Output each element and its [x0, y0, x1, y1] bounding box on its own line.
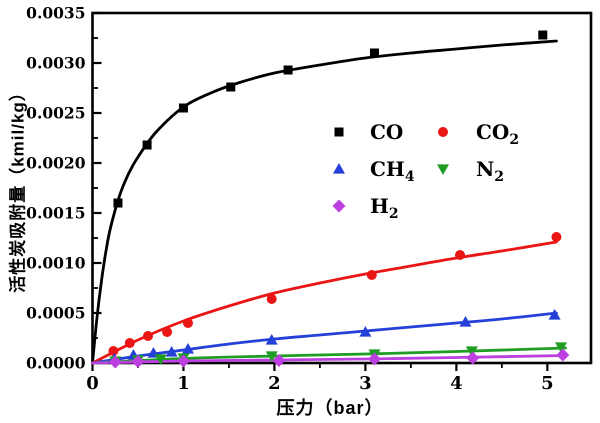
series-H2-marker	[556, 348, 570, 362]
series-H2-marker	[176, 354, 190, 368]
y-tick-label: 0.0000	[26, 354, 86, 373]
series-CO2-marker	[124, 338, 135, 348]
series-CO2-marker	[108, 346, 119, 356]
series-CH4-marker	[165, 346, 178, 357]
y-tick-label: 0.0030	[26, 54, 86, 73]
series-CO2-marker	[162, 327, 173, 337]
legend-marker-CH4	[333, 163, 345, 174]
y-tick-label: 0.0035	[26, 4, 85, 23]
legend-marker-CO	[334, 127, 344, 137]
y-tick-label: 0.0005	[26, 304, 85, 323]
series-N2-marker	[265, 351, 278, 362]
series-CO-marker	[283, 65, 293, 75]
series-CO-marker	[538, 30, 548, 40]
legend-label-N2: N2	[476, 157, 504, 185]
legend-marker-N2	[437, 164, 449, 175]
y-tick-label: 0.0010	[26, 254, 86, 273]
x-tick-label: 0	[86, 373, 99, 394]
x-tick-label: 1	[177, 373, 190, 394]
y-tick-label: 0.0015	[26, 204, 85, 223]
series-N2-marker	[154, 354, 167, 365]
series-CO2-fit-curve	[91, 240, 558, 365]
series-CO-marker	[178, 103, 188, 113]
x-axis-label: 压力（bar）	[276, 398, 384, 418]
legend-label-CO: CO	[370, 120, 403, 144]
series-CO-marker	[113, 198, 123, 208]
series-CO2-marker	[366, 270, 377, 280]
series-CO2-marker	[455, 250, 466, 260]
series-CO-marker	[226, 82, 236, 92]
legend-label-H2: H2	[370, 194, 399, 222]
series-CO2-marker	[183, 318, 194, 328]
x-tick-label: 2	[268, 373, 281, 394]
series-N2-marker	[465, 346, 478, 357]
series-H2-marker	[131, 355, 145, 368]
series-CO2-marker	[142, 331, 153, 341]
series-CH4-marker	[359, 326, 372, 337]
series-CH4-marker	[548, 309, 561, 320]
series-H2-marker	[466, 351, 480, 365]
x-tick-label: 3	[359, 373, 372, 394]
series-CO-marker	[142, 140, 152, 150]
y-tick-label: 0.0025	[26, 104, 85, 123]
x-tick-label: 5	[541, 373, 554, 394]
series-CO2-marker	[266, 294, 277, 304]
series-H2-marker	[108, 355, 122, 369]
series-CH4-marker	[459, 316, 472, 327]
series-CO2-marker	[551, 232, 562, 242]
plot-frame	[91, 11, 593, 365]
series-CO-marker	[369, 48, 379, 58]
legend-label-CH4: CH4	[370, 157, 415, 185]
legend-label-CO2: CO2	[476, 120, 519, 148]
y-tick-label: 0.0020	[26, 154, 86, 173]
x-tick-label: 4	[450, 373, 463, 394]
series-CH4-marker	[182, 343, 195, 354]
legend-marker-CO2	[438, 127, 448, 137]
series-CO-fit-curve	[91, 39, 558, 365]
series-H2-marker	[367, 352, 381, 366]
series-CH4-marker	[265, 334, 278, 345]
legend-marker-H2	[332, 199, 346, 213]
y-axis-label: 活性炭吸附量（kmil/kg）	[8, 83, 28, 293]
series-H2-marker	[272, 354, 286, 367]
series-N2-marker	[554, 342, 567, 353]
